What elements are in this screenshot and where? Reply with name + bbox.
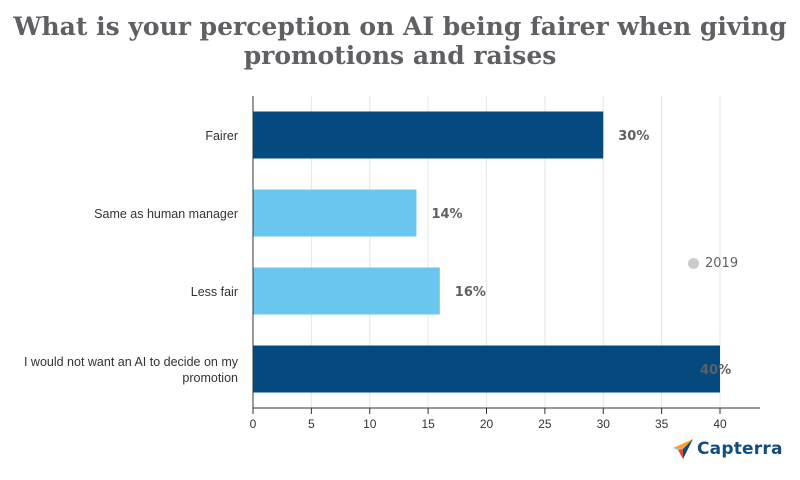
category-label: promotion — [182, 371, 238, 385]
x-tick-label: 0 — [250, 417, 257, 431]
x-tick-label: 30 — [597, 417, 611, 431]
capterra-logo: Capterra — [672, 438, 783, 460]
x-tick-label: 10 — [363, 417, 377, 431]
data-label: 40% — [700, 363, 731, 378]
x-tick-label: 25 — [538, 417, 552, 431]
category-label: Fairer — [205, 129, 238, 143]
legend-marker — [688, 258, 699, 269]
category-label: Same as human manager — [94, 207, 238, 221]
bar — [253, 267, 440, 315]
x-tick-label: 20 — [480, 417, 494, 431]
x-tick-label: 5 — [308, 417, 315, 431]
category-label: Less fair — [191, 285, 238, 299]
bar — [253, 345, 720, 393]
chart-legend[interactable]: 2019 — [688, 256, 738, 271]
x-tick-label: 15 — [421, 417, 435, 431]
data-label: 14% — [431, 207, 462, 222]
bar — [253, 189, 417, 237]
x-tick-label: 35 — [655, 417, 669, 431]
legend-label-2019: 2019 — [705, 256, 739, 271]
chart-title: What is your perception on AI being fair… — [0, 12, 800, 70]
capterra-logo-text: Capterra — [697, 439, 783, 459]
category-label: I would not want an AI to decide on my — [24, 355, 239, 369]
chart-title-line-1: What is your perception on AI being fair… — [13, 12, 787, 41]
bar — [253, 111, 604, 159]
data-label: 16% — [455, 285, 486, 300]
capterra-arrow-icon — [673, 439, 693, 459]
chart-title-line-2: promotions and raises — [243, 41, 557, 70]
x-tick-label: 40 — [713, 417, 727, 431]
data-label: 30% — [618, 129, 649, 144]
